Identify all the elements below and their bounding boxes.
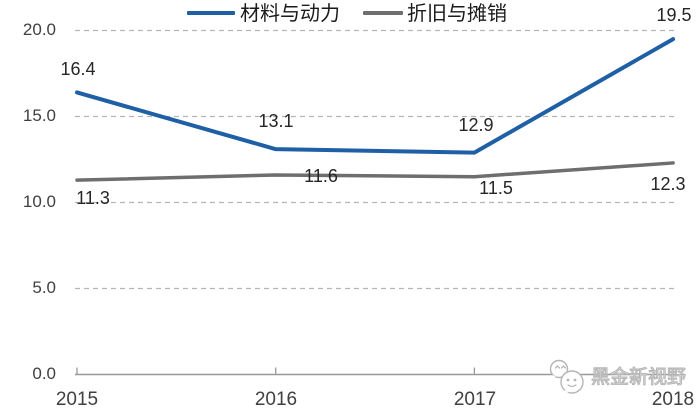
y-axis-tick-label: 0.0 xyxy=(32,364,56,383)
data-label: 13.1 xyxy=(258,111,294,131)
legend-label-depreciation: 折旧与摊销 xyxy=(407,3,507,25)
wechat-chat-bubbles-icon xyxy=(549,359,584,395)
y-axis-tick-label: 20.0 xyxy=(22,20,56,39)
data-label: 19.5 xyxy=(656,5,692,25)
x-axis-tick-label: 2017 xyxy=(453,389,497,410)
legend-label-materials: 材料与动力 xyxy=(240,3,340,25)
data-label: 11.3 xyxy=(76,188,110,208)
data-label: 16.4 xyxy=(60,59,96,79)
x-axis-tick-label: 2018 xyxy=(651,389,695,410)
legend-line-icon-materials xyxy=(187,11,235,15)
y-axis-tick-label: 5.0 xyxy=(32,278,56,297)
legend-line-icon-depreciation xyxy=(363,11,403,15)
x-axis-tick-label: 2016 xyxy=(254,389,298,410)
data-label: 11.5 xyxy=(479,178,513,198)
data-label: 12.9 xyxy=(458,115,494,135)
data-label: 11.6 xyxy=(304,166,338,186)
data-label: 12.3 xyxy=(650,174,686,194)
watermark: 黑金新视野 xyxy=(541,356,687,400)
x-axis-tick-label: 2015 xyxy=(55,389,99,410)
watermark-text: 黑金新视野 xyxy=(590,367,687,389)
y-axis-tick-label: 15.0 xyxy=(22,106,56,125)
y-axis-tick-label: 10.0 xyxy=(22,192,56,211)
